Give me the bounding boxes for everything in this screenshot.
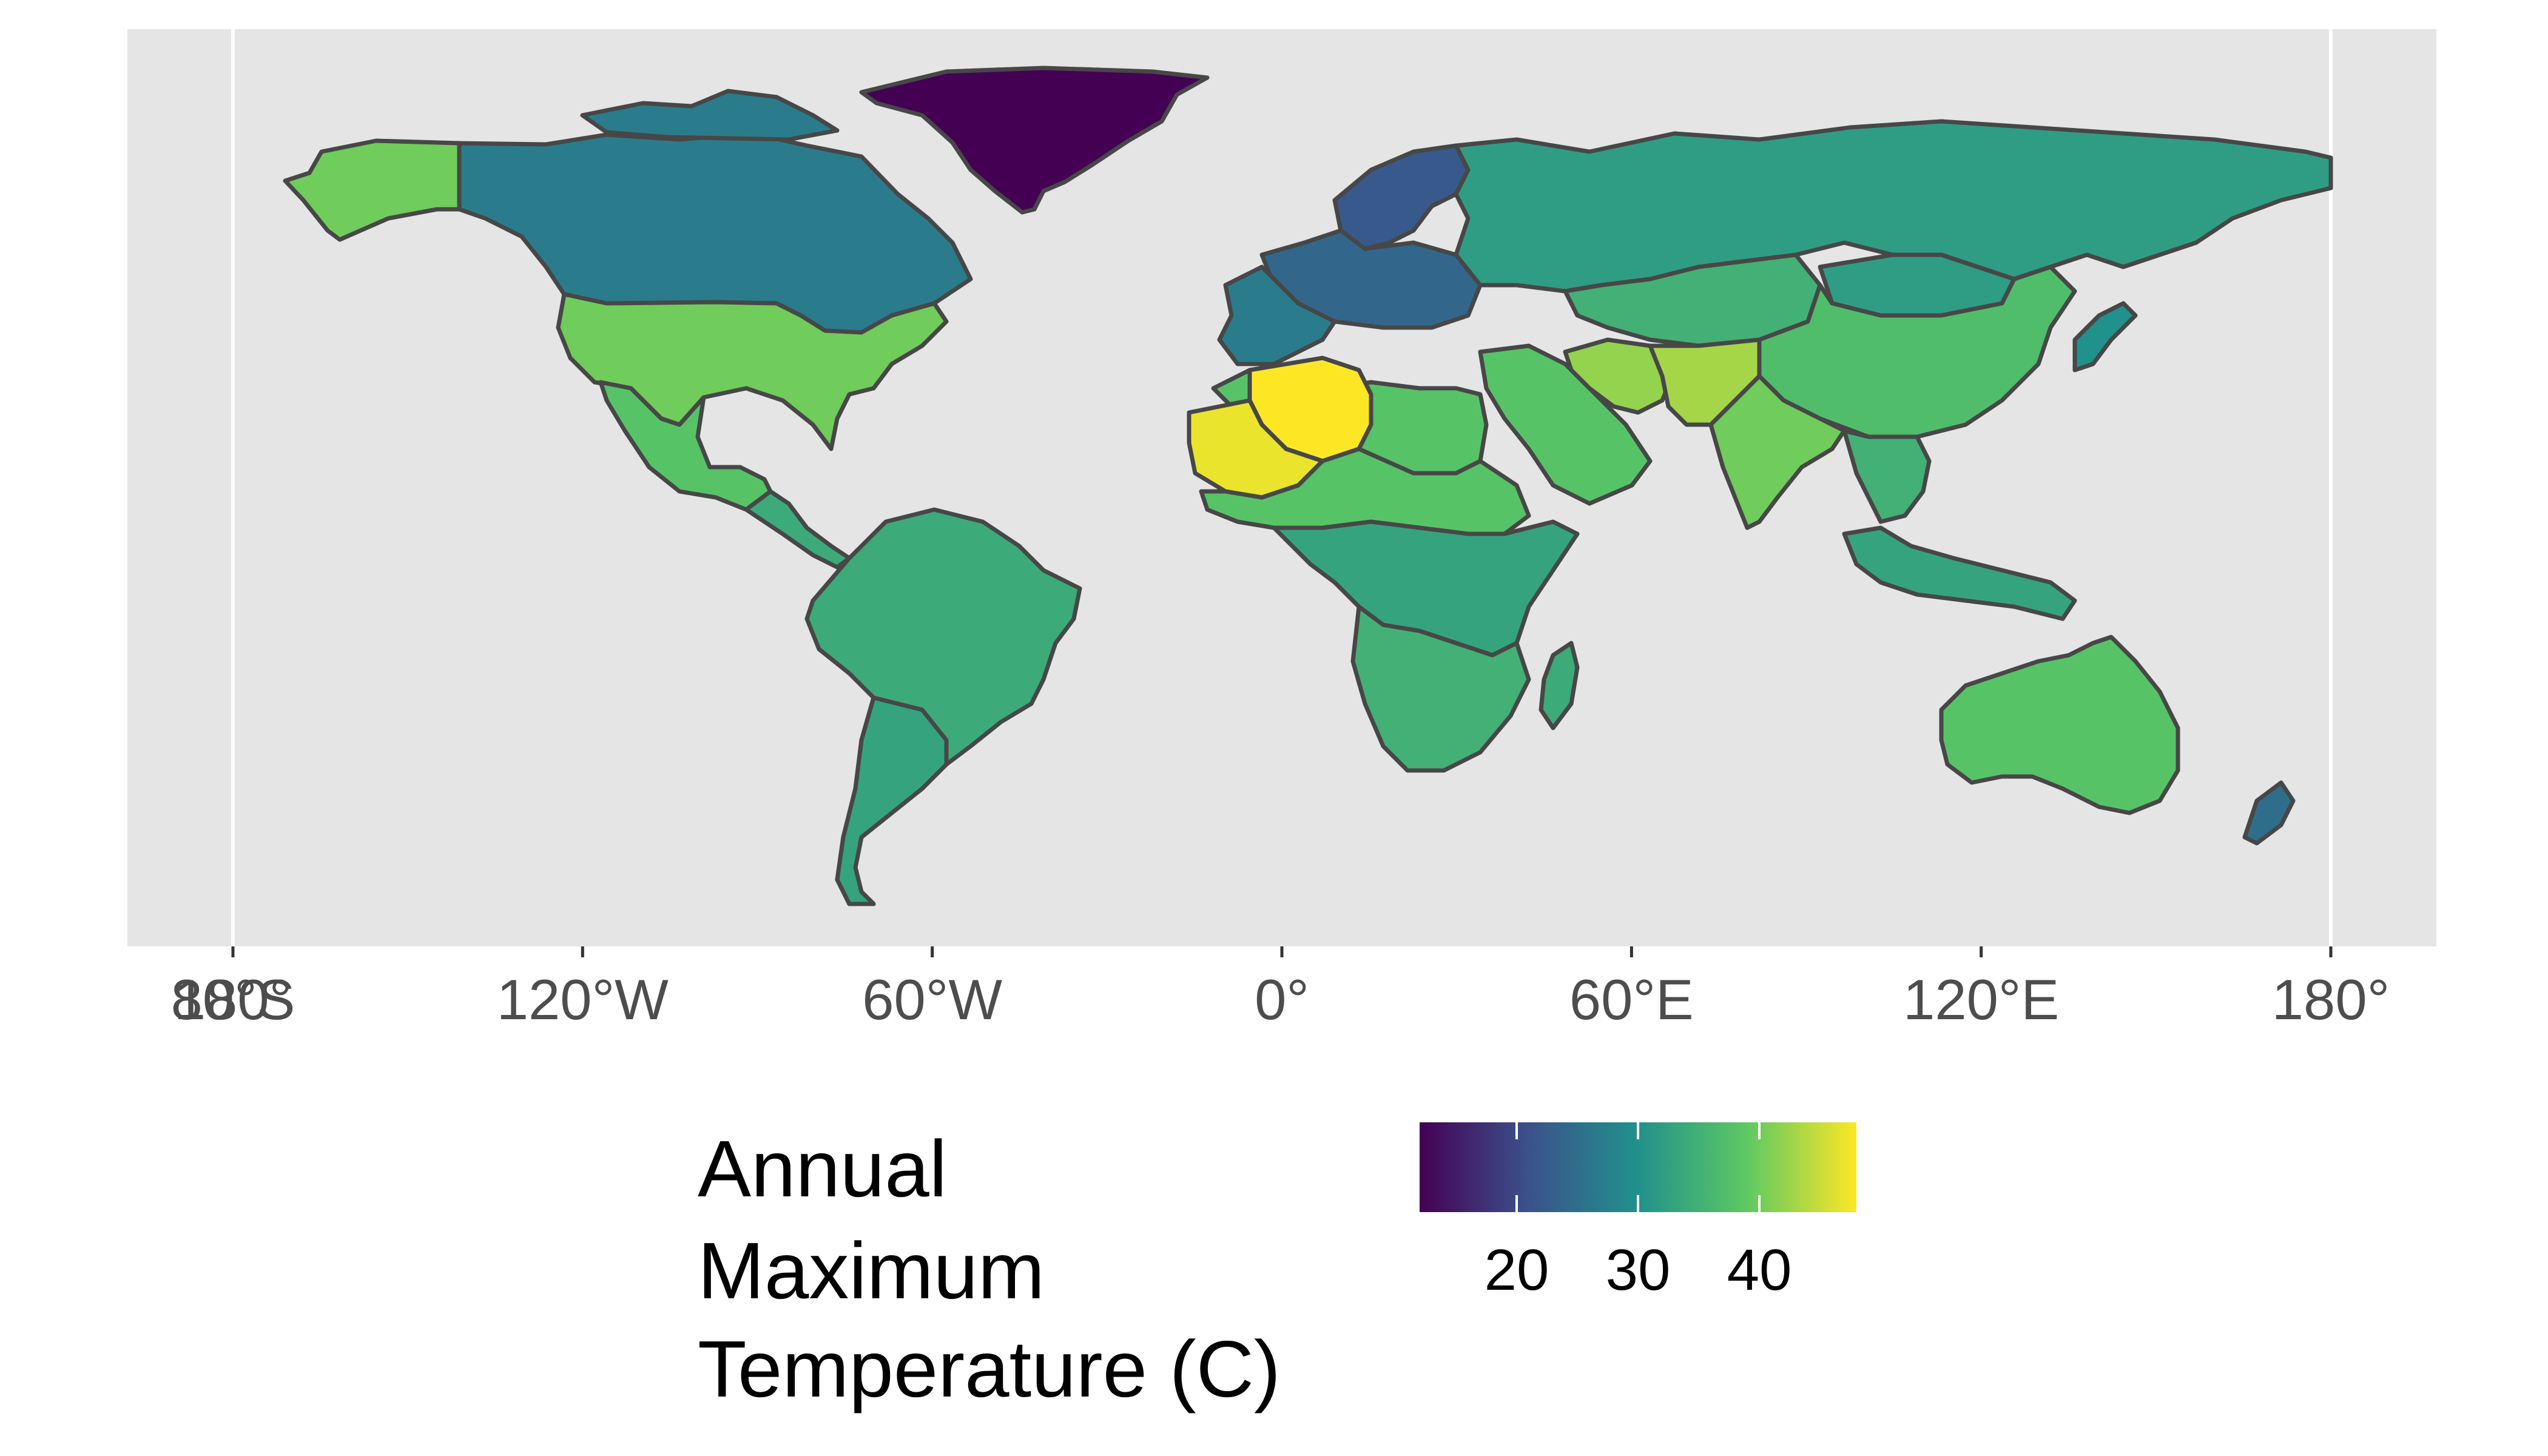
legend-title-line-1: Annual — [698, 1124, 947, 1213]
x-tick-label: 180° — [2272, 968, 2390, 1031]
region-greenland — [859, 66, 1210, 215]
legend-ticks: 20 30 40 — [1485, 1122, 1792, 1303]
x-tick-label: 120°E — [1903, 968, 2059, 1031]
legend-label: 30 — [1606, 1238, 1671, 1303]
region-southeast-asia — [1842, 428, 1932, 524]
legend-title-line-2: Maximum — [698, 1226, 1045, 1315]
region-canada-islands — [580, 89, 840, 142]
region-india — [1708, 374, 1847, 530]
region-madagascar — [1539, 641, 1580, 730]
x-axis: 180°80°S 120°W 60°W 0° 60°E 120°E 180° — [171, 946, 2390, 1031]
region-japan — [2072, 301, 2138, 372]
legend-label: 20 — [1485, 1238, 1549, 1303]
region-australia — [1939, 635, 2180, 815]
region-indonesia — [1842, 525, 2077, 621]
country-polygons — [283, 66, 2333, 906]
color-legend: Annual Maximum Temperature (C) 20 30 40 — [698, 1122, 1856, 1414]
region-southern-africa — [1350, 604, 1531, 773]
region-russia — [1454, 119, 2333, 294]
x-tick-label: 120°W — [497, 968, 669, 1031]
x-tick-label: 80°S — [171, 968, 295, 1031]
region-new-zealand — [2242, 780, 2296, 846]
x-tick-label: 60°W — [862, 968, 1002, 1031]
x-tick-label: 0° — [1255, 968, 1309, 1031]
legend-title-line-3: Temperature (C) — [698, 1324, 1281, 1414]
region-mexico — [598, 380, 773, 512]
region-alaska — [283, 138, 462, 242]
x-tick-label: 180° — [174, 968, 292, 1031]
x-tick-label: 60°E — [1569, 968, 1694, 1031]
region-central-america — [744, 489, 852, 570]
region-western-europe — [1217, 265, 1337, 366]
region-argentina — [835, 695, 949, 906]
region-middle-east — [1478, 343, 1653, 506]
legend-label: 40 — [1727, 1238, 1792, 1303]
region-iran — [1563, 337, 1677, 415]
